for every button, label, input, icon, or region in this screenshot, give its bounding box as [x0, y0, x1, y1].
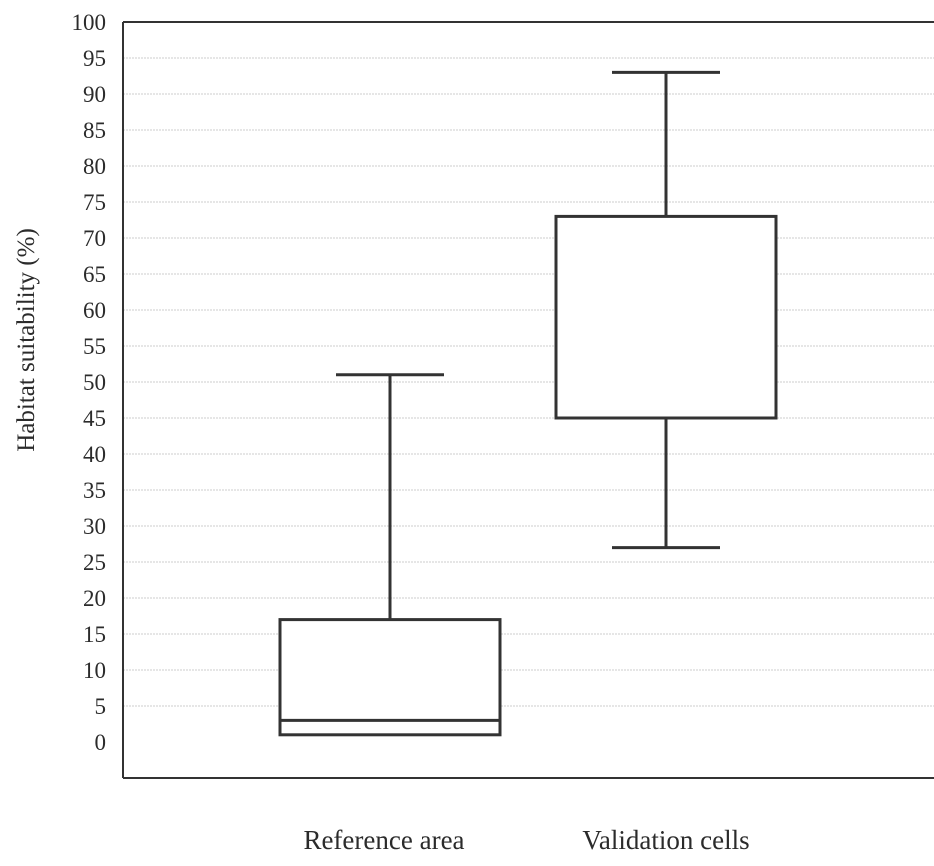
y-tick-label: 75 [83, 190, 106, 215]
x-category-label: Validation cells [582, 825, 749, 855]
grid-layer [123, 57, 934, 707]
box-layer [278, 70, 778, 737]
y-tick-label: 95 [83, 46, 106, 71]
y-tick-label: 30 [83, 514, 106, 539]
y-tick-label: 40 [83, 442, 106, 467]
y-tick-label: 10 [83, 658, 106, 683]
y-axis-label: Habitat suitability (%) [13, 228, 40, 452]
y-tick-label: 90 [83, 82, 106, 107]
y-tick-label: 100 [72, 10, 107, 35]
y-tick-label: 55 [83, 334, 106, 359]
y-tick-label: 0 [95, 730, 107, 755]
y-tick-label: 60 [83, 298, 106, 323]
box-1 [278, 373, 502, 737]
y-tick-labels: 0 5 10 15 20 25 30 35 40 45 50 55 60 65 70 75 80 85 90 95 10… [72, 10, 107, 755]
y-tick-label: 15 [83, 622, 106, 647]
x-category-label: Reference area [303, 825, 464, 855]
y-tick-label: 35 [83, 478, 106, 503]
box-2 [554, 70, 778, 550]
y-tick-label: 65 [83, 262, 106, 287]
y-tick-label: 50 [83, 370, 106, 395]
box-iqr [554, 214, 778, 420]
y-tick-label: 25 [83, 550, 106, 575]
y-tick-label: 80 [83, 154, 106, 179]
y-tick-label: 70 [83, 226, 106, 251]
x-category-labels: Reference area Validation cells [303, 825, 749, 855]
y-tick-label: 20 [83, 586, 106, 611]
y-tick-label: 5 [95, 694, 107, 719]
box-iqr [278, 618, 502, 737]
y-tick-label: 85 [83, 118, 106, 143]
axis-layer [122, 21, 934, 779]
y-tick-label: 45 [83, 406, 106, 431]
